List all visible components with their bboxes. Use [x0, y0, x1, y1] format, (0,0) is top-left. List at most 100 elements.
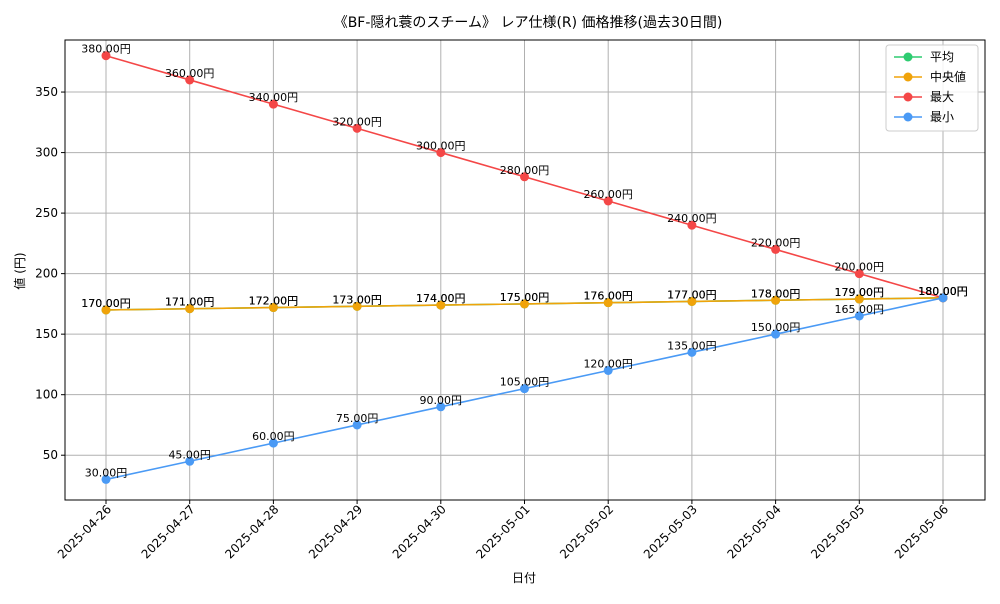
data-point: [101, 474, 111, 484]
data-label: 175.00円: [500, 291, 550, 304]
data-label: 300.00円: [416, 140, 466, 153]
data-point: [352, 301, 362, 311]
chart-title: 《BF-隠れ蓑のスチーム》 レア仕様(R) 価格推移(過去30日間): [334, 15, 723, 31]
x-tick-label: 2025-05-02: [557, 502, 616, 561]
data-label: 176.00円: [583, 290, 633, 303]
x-tick-label: 2025-05-04: [725, 502, 784, 561]
data-point: [854, 294, 864, 304]
data-point: [185, 304, 195, 314]
data-point: [520, 299, 529, 309]
data-point: [101, 51, 111, 61]
y-tick-label: 350: [35, 85, 58, 99]
data-point: [185, 456, 195, 466]
y-tick-label: 50: [43, 448, 58, 462]
data-label: 178.00円: [751, 287, 801, 300]
data-label: 173.00円: [332, 293, 382, 306]
y-tick-label: 200: [35, 267, 58, 281]
data-point: [436, 300, 446, 310]
legend-box: [885, 44, 979, 132]
data-label: 173.00円: [332, 293, 382, 306]
y-axis-title: 値 (円): [12, 252, 27, 289]
data-label: 176.00円: [583, 290, 633, 303]
data-label: 170.00円: [81, 297, 131, 310]
x-tick-label: 2025-04-28: [222, 502, 281, 561]
y-tick-label: 150: [35, 327, 58, 341]
y-tick-label: 300: [35, 146, 58, 160]
data-point: [520, 172, 529, 182]
y-tick-label: 250: [35, 206, 58, 220]
x-tick-label: 2025-05-01: [473, 502, 532, 561]
data-point: [520, 384, 529, 394]
legend-marker: [903, 72, 913, 82]
legend-label: 最大: [930, 90, 954, 104]
data-point: [687, 220, 697, 230]
data-label: 220.00円: [751, 236, 801, 249]
data-label: 260.00円: [583, 188, 633, 201]
data-label: 135.00円: [667, 339, 717, 352]
data-point: [603, 196, 613, 206]
data-label: 172.00円: [249, 295, 299, 308]
x-tick-label: 2025-04-30: [390, 502, 449, 561]
data-label: 30.00円: [85, 466, 128, 479]
data-label: 175.00円: [500, 291, 550, 304]
data-label: 150.00円: [751, 321, 801, 334]
x-tick-label: 2025-05-03: [641, 502, 700, 561]
data-label: 105.00円: [500, 376, 550, 389]
legend-label: 最小: [930, 110, 954, 124]
series-3: [101, 293, 948, 484]
data-point: [268, 438, 278, 448]
data-label: 171.00円: [165, 296, 215, 309]
x-tick-label: 2025-04-26: [55, 502, 114, 561]
axis-ticks: 2025-04-26 2025-04-27 2025-04-28 2025-04-29…: [35, 85, 951, 561]
legend-marker: [903, 92, 913, 102]
data-label: 180.00円: [918, 285, 968, 298]
y-tick-label: 100: [35, 388, 58, 402]
data-point: [268, 303, 278, 313]
data-label: 380.00円: [81, 43, 131, 56]
data-label: 75.00円: [336, 412, 379, 425]
x-tick-label: 2025-05-06: [892, 502, 951, 561]
data-point: [854, 269, 864, 279]
data-point: [268, 99, 278, 109]
legend-marker: [903, 112, 913, 122]
x-tick-label: 2025-04-29: [306, 502, 365, 561]
data-label: 320.00円: [332, 115, 382, 128]
data-point: [603, 298, 613, 308]
data-label: 177.00円: [667, 288, 717, 301]
data-point: [101, 305, 111, 315]
data-point: [185, 75, 195, 85]
data-label: 45.00円: [168, 448, 211, 461]
data-label: 180.00円: [918, 285, 968, 298]
data-point: [771, 295, 781, 305]
data-point: [352, 123, 362, 133]
data-label: 200.00円: [835, 261, 885, 274]
data-point: [854, 311, 864, 321]
data-label: 177.00円: [667, 288, 717, 301]
data-label: 165.00円: [835, 303, 885, 316]
x-tick-label: 2025-04-27: [139, 502, 198, 561]
legend-label: 平均: [930, 50, 954, 64]
data-label: 179.00円: [835, 286, 885, 299]
data-point: [938, 293, 948, 303]
data-point: [352, 420, 362, 430]
x-axis-title: 日付: [512, 571, 536, 585]
data-label: 179.00円: [835, 286, 885, 299]
data-label: 178.00円: [751, 287, 801, 300]
data-label: 172.00円: [249, 295, 299, 308]
data-label: 340.00円: [249, 91, 299, 104]
data-labels: 170.00円 171.00円 172.00円 173.00円 174.00円 175.0…: [81, 43, 968, 480]
legend-label: 中央値: [930, 69, 966, 84]
data-label: 174.00円: [416, 292, 466, 305]
data-label: 170.00円: [81, 297, 131, 310]
data-point: [771, 244, 781, 254]
data-point: [687, 296, 697, 306]
data-label: 120.00円: [583, 357, 633, 370]
x-tick-label: 2025-05-05: [808, 502, 867, 561]
data-point: [771, 329, 781, 339]
data-label: 180.00円: [918, 285, 968, 298]
data-label: 360.00円: [165, 67, 215, 80]
data-label: 60.00円: [252, 430, 295, 443]
data-point: [687, 347, 697, 357]
